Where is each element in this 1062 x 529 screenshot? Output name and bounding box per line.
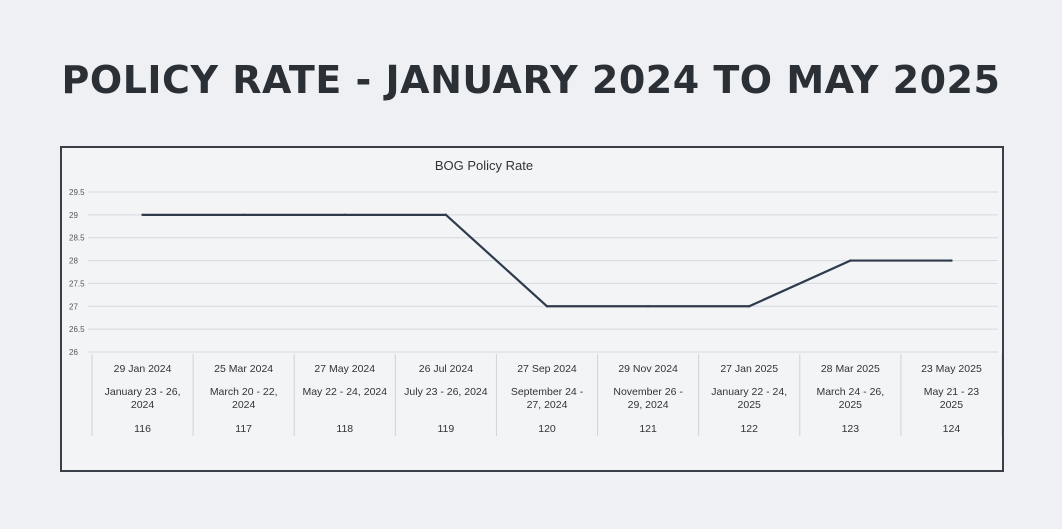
meeting-period-label: May 21 - 23: [924, 386, 980, 398]
data-point: [950, 259, 953, 262]
x-tick-date: 27 May 2024: [314, 363, 375, 375]
page-title: POLICY RATE - JANUARY 2024 TO MAY 2025: [61, 58, 1001, 102]
meeting-period-label: May 22 - 24, 2024: [302, 386, 387, 398]
meeting-period-label: 2025: [940, 399, 964, 411]
meeting-number-label: 119: [438, 423, 455, 435]
meeting-period-label: January 22 - 24,: [711, 386, 787, 398]
y-tick-label: 26.5: [69, 325, 85, 334]
y-tick-label: 28: [69, 257, 78, 266]
y-tick-label: 28.5: [69, 234, 85, 243]
meeting-period-label: March 20 - 22,: [210, 386, 278, 398]
meeting-period-label: 2025: [738, 399, 762, 411]
meeting-number-label: 116: [134, 423, 151, 435]
meeting-period-label: 2024: [232, 399, 256, 411]
meeting-number-label: 122: [740, 423, 758, 435]
meeting-number-label: 123: [842, 423, 860, 435]
x-tick-date: 26 Jul 2024: [419, 363, 473, 375]
y-axis-ticks: 29.5 29 28.5 28 27.5 27 26.5 26: [69, 188, 85, 357]
x-tick-date: 27 Sep 2024: [517, 363, 577, 375]
x-tick-date: 29 Jan 2024: [114, 363, 172, 375]
data-point: [242, 213, 245, 217]
meeting-number-label: 121: [639, 423, 657, 435]
data-point: [849, 259, 852, 262]
data-point: [444, 213, 448, 217]
y-tick-label: 26: [69, 348, 78, 357]
x-tick-date: 25 Mar 2024: [214, 363, 273, 375]
y-tick-label: 27: [69, 302, 78, 311]
meeting-number-label: 117: [235, 423, 252, 435]
x-tick-date: 27 Jan 2025: [720, 363, 778, 375]
meeting-period-label: July 23 - 26, 2024: [404, 386, 488, 398]
meeting-period-label: September 24 -: [511, 386, 584, 398]
x-tick-date: 29 Nov 2024: [618, 363, 678, 375]
meeting-period-label: November 26 -: [613, 386, 683, 398]
data-point: [748, 305, 751, 308]
meeting-number-label: 120: [538, 423, 556, 435]
data-point: [343, 213, 346, 217]
policy-rate-chart: BOG Policy Rate 29.5 29 28.5 28 27.5 27 26.5 26…: [69, 158, 1002, 436]
series-line-layer: [141, 213, 953, 308]
meeting-number-label: 118: [336, 423, 353, 435]
data-point: [646, 305, 650, 308]
y-tick-label: 29.5: [69, 188, 85, 197]
x-tick-date: 23 May 2025: [921, 363, 982, 375]
meeting-number-label: 124: [943, 423, 961, 435]
meeting-period-label: January 23 - 26,: [105, 386, 181, 398]
chart-title: BOG Policy Rate: [435, 158, 533, 173]
x-tick-date: 28 Mar 2025: [821, 363, 880, 375]
meeting-period-label: March 24 - 26,: [816, 386, 884, 398]
meeting-period-label: 29, 2024: [628, 399, 669, 411]
y-tick-label: 29: [69, 211, 78, 220]
grid-lines: [88, 191, 998, 353]
meeting-period-label: 2024: [131, 399, 155, 411]
data-point: [141, 213, 144, 217]
meeting-period-label: 27, 2024: [527, 399, 568, 411]
data-point: [545, 305, 549, 308]
y-tick-label: 27.5: [69, 279, 85, 288]
chart-frame: BOG Policy Rate 29.5 29 28.5 28 27.5 27 26.5 26…: [60, 146, 1004, 472]
meeting-period-label: 2025: [839, 399, 863, 411]
